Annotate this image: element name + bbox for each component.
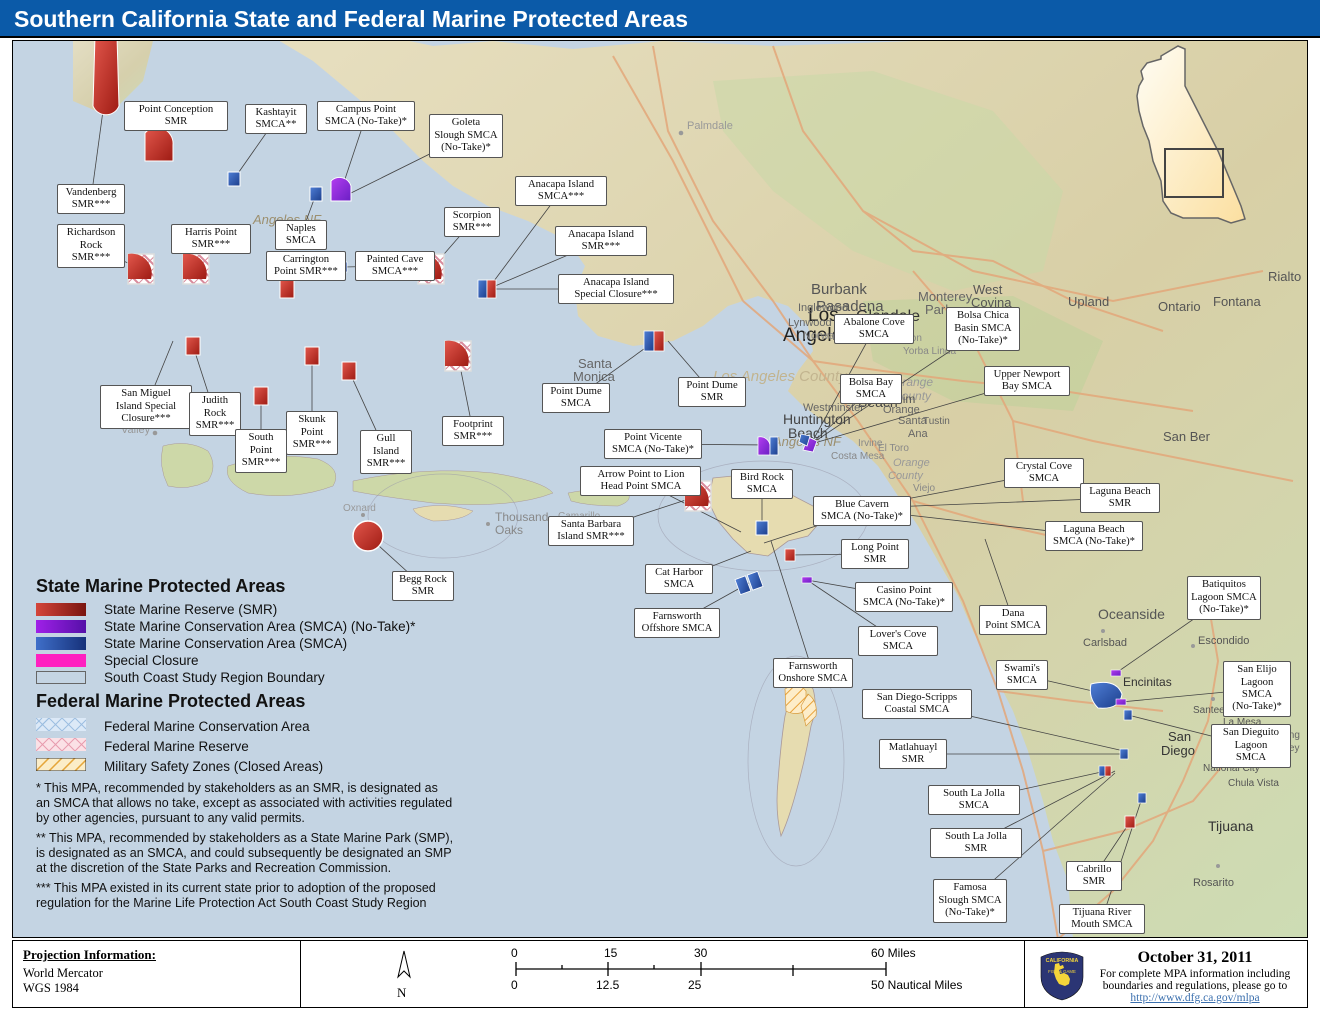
svg-text:0: 0 <box>511 978 518 992</box>
svg-text:30: 30 <box>694 946 708 960</box>
svg-text:25: 25 <box>688 978 702 992</box>
svg-text:12.5: 12.5 <box>596 978 620 992</box>
svg-text:50 Nautical Miles: 50 Nautical Miles <box>871 978 962 992</box>
svg-text:FISH & GAME: FISH & GAME <box>1048 969 1076 974</box>
svg-text:CALIFORNIA: CALIFORNIA <box>1046 958 1079 964</box>
svg-text:15: 15 <box>604 946 618 960</box>
svg-text:0: 0 <box>511 946 518 960</box>
svg-text:60 Miles: 60 Miles <box>871 946 916 960</box>
svg-text:N: N <box>397 985 407 1000</box>
